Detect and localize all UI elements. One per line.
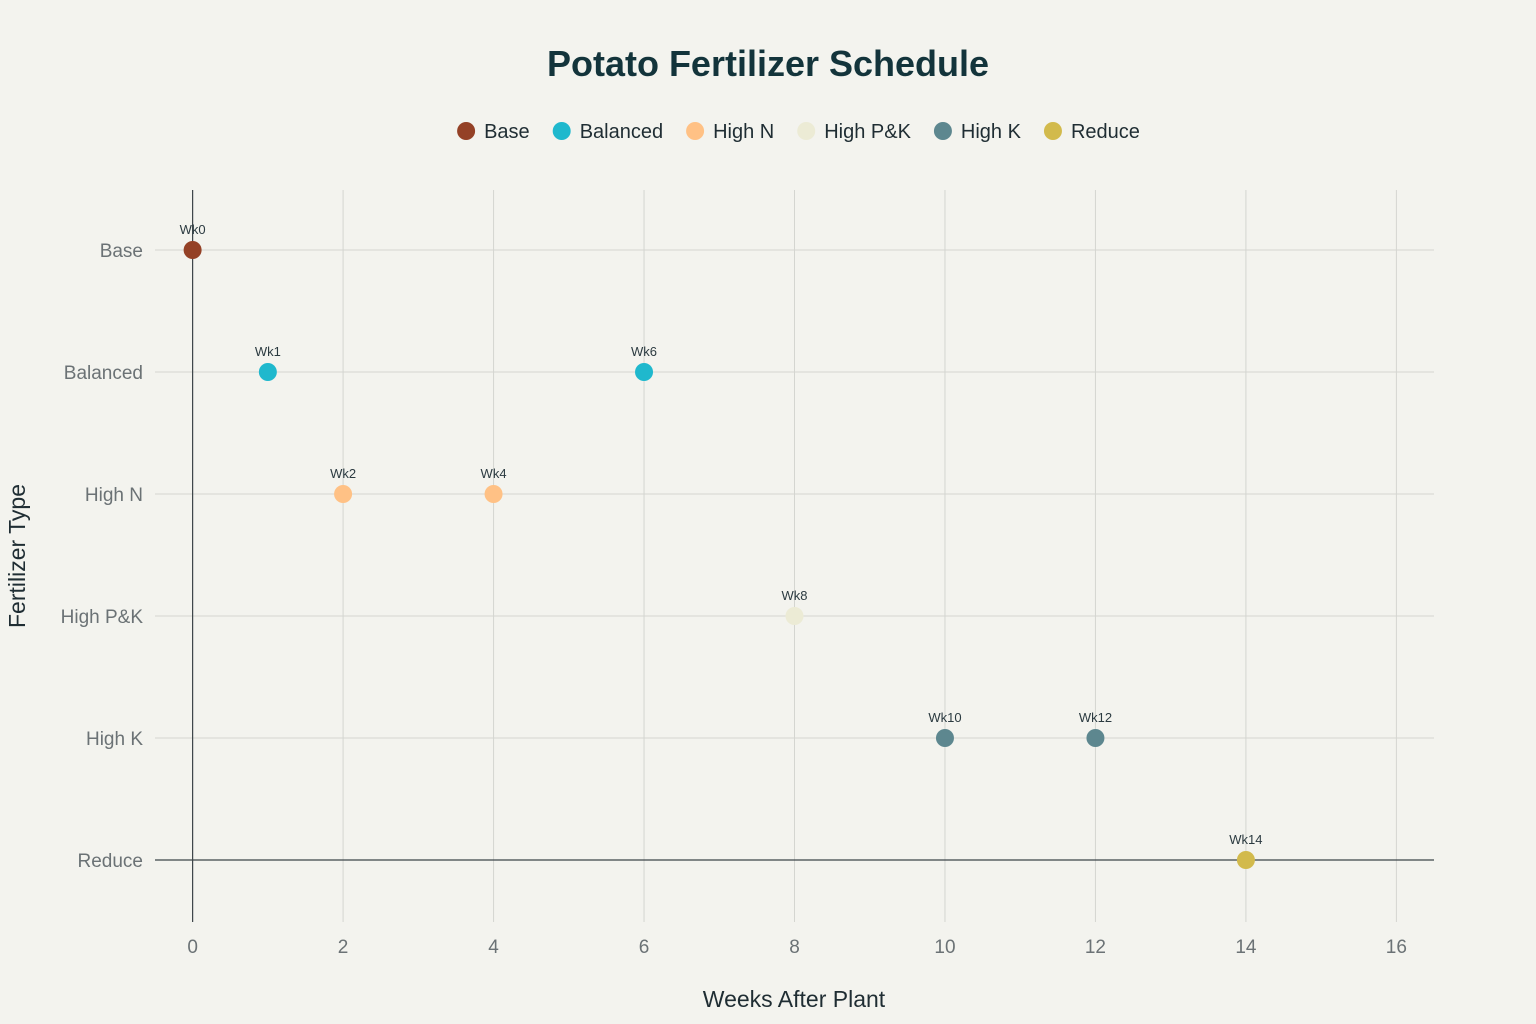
x-tick-label: 2 [338, 937, 349, 958]
data-point [635, 363, 654, 381]
data-point [935, 729, 954, 747]
legend-label: High K [961, 121, 1022, 143]
chart-title: Potato Fertilizer Schedule [547, 43, 989, 84]
x-tick-label: 10 [934, 937, 955, 958]
data-label: Wk4 [481, 466, 507, 481]
data-label: Wk12 [1079, 710, 1112, 725]
legend-item[interactable]: High P&K [797, 121, 912, 143]
x-tick-label: 4 [488, 937, 499, 958]
y-tick-label: High N [85, 485, 143, 506]
x-tick-label: 8 [789, 937, 800, 958]
data-label: Wk6 [631, 344, 657, 359]
legend-label: High N [713, 121, 774, 143]
y-tick-label: Balanced [64, 363, 143, 384]
legend-item[interactable]: High N [686, 121, 774, 143]
y-tick-label: High P&K [61, 607, 144, 628]
legend-item[interactable]: High K [933, 121, 1022, 143]
x-tick-label: 6 [639, 937, 650, 958]
data-point [183, 241, 202, 259]
legend-label: Base [484, 121, 530, 143]
legend-label: Reduce [1071, 121, 1140, 143]
y-tick-label: Reduce [78, 851, 144, 872]
y-tick-label: High K [86, 729, 143, 750]
x-tick-label: 14 [1235, 937, 1257, 958]
data-label: Wk10 [928, 710, 961, 725]
x-axis-title: Weeks After Plant [703, 986, 886, 1012]
x-tick-label: 16 [1386, 937, 1407, 958]
x-tick-label: 0 [187, 937, 198, 958]
data-label: Wk2 [330, 466, 356, 481]
data-label: Wk14 [1229, 832, 1262, 847]
data-label: Wk1 [255, 344, 281, 359]
data-point [1236, 851, 1255, 869]
legend-marker [457, 122, 476, 140]
data-point [334, 485, 353, 503]
legend-marker [933, 122, 952, 140]
data-points: Wk0 Wk1 Wk6 Wk2 Wk4 Wk8 Wk10 Wk12 Wk14 [180, 222, 1263, 869]
axes: 0 2 4 6 8 10 12 14 16 Base Balanced High N High P&K H… [61, 241, 1407, 958]
legend-item[interactable]: Base [457, 121, 530, 143]
legend-label: High P&K [824, 121, 911, 143]
y-axis-title: Fertilizer Type [4, 484, 30, 628]
legend: Base Balanced High N High P&K High K Reduce [457, 121, 1140, 143]
legend-item[interactable]: Balanced [552, 121, 663, 143]
legend-marker [797, 122, 816, 140]
data-point [1086, 729, 1105, 747]
data-label: Wk0 [180, 222, 206, 237]
y-tick-label: Base [100, 241, 143, 262]
data-point [785, 607, 804, 625]
legend-marker [1043, 122, 1062, 140]
legend-marker [552, 122, 571, 140]
data-point [258, 363, 277, 381]
data-point [484, 485, 503, 503]
legend-item[interactable]: Reduce [1043, 121, 1140, 143]
legend-marker [686, 122, 705, 140]
legend-label: Balanced [580, 121, 663, 143]
grid [155, 190, 1434, 922]
data-label: Wk8 [782, 588, 808, 603]
x-tick-label: 12 [1085, 937, 1106, 958]
